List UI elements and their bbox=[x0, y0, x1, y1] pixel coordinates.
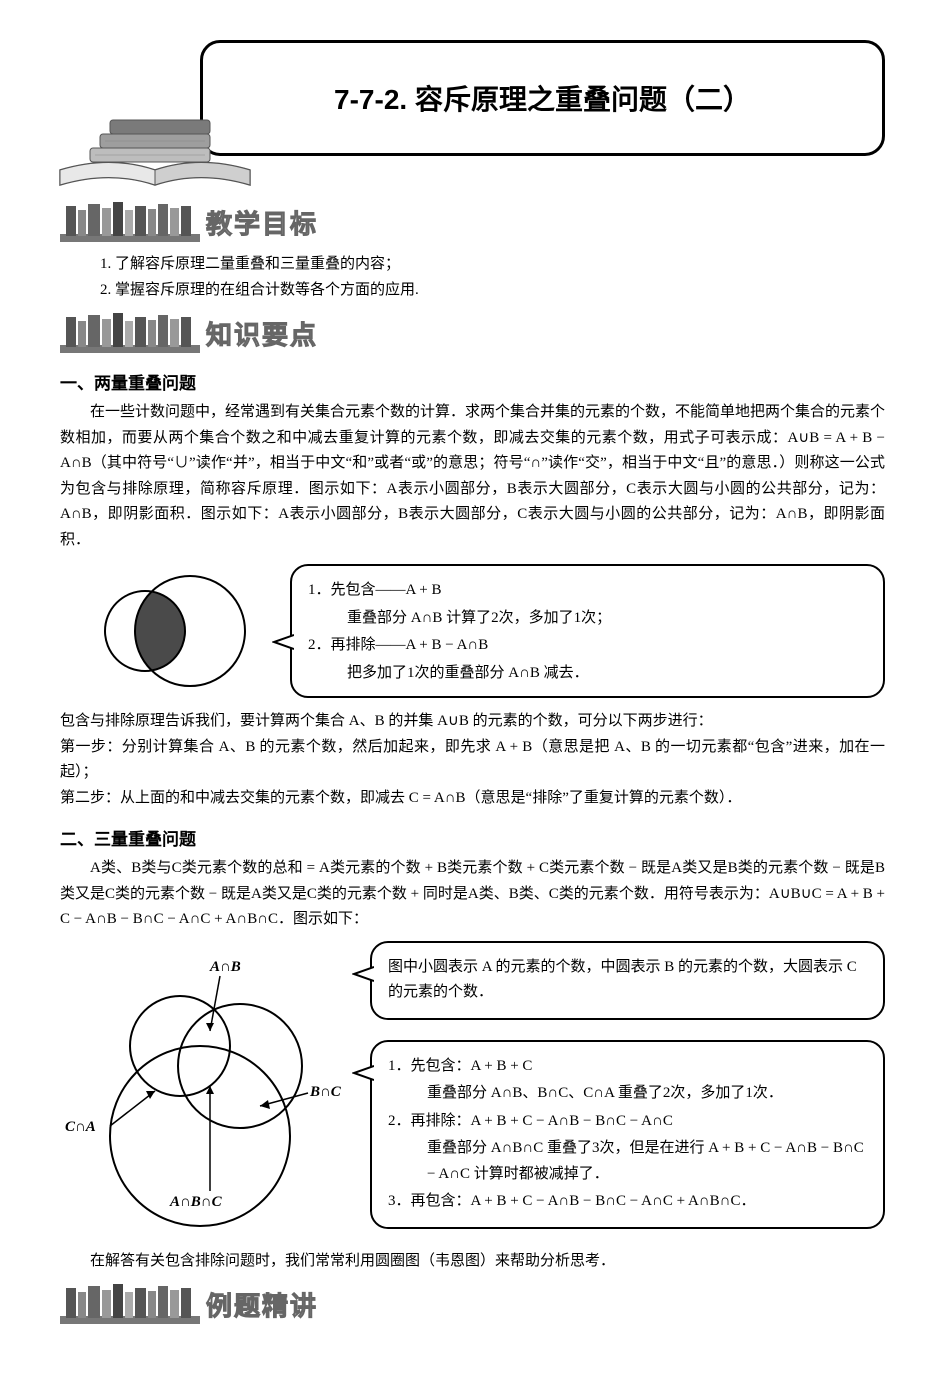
section-title-examples: 例题精讲 bbox=[206, 1286, 318, 1323]
three-set-after: 在解答有关包含排除问题时，我们常常利用圆圈图（韦恩图）来帮助分析思考． bbox=[60, 1249, 885, 1275]
book-spines-icon bbox=[60, 311, 200, 355]
label-ab: A∩B bbox=[209, 959, 241, 975]
goal-item-1: 1. 了解容斥原理二量重叠和三量重叠的内容； bbox=[100, 252, 885, 278]
bubble-top-text: 图中小圆表示 A 的元素的个数，中圆表示 B 的元素的个数，大圆表示 C 的元素… bbox=[388, 955, 867, 1006]
page-title: 7-7-2. 容斥原理之重叠问题（二） bbox=[334, 78, 751, 118]
two-set-after-intro: 包含与排除原理告诉我们，要计算两个集合 A、B 的并集 A∪B 的元素的个数，可… bbox=[60, 709, 885, 735]
bubble-tail-icon bbox=[352, 963, 374, 985]
section-header-knowledge: 知识要点 bbox=[60, 311, 885, 355]
section-header-examples: 例题精讲 bbox=[60, 1282, 885, 1326]
venn2-diagram bbox=[60, 561, 280, 701]
section-header-goals: 教学目标 bbox=[60, 200, 885, 244]
b3-l2s: 重叠部分 A∩B∩C 重叠了3次，但是在进行 A + B + C − A∩B −… bbox=[427, 1136, 867, 1187]
bubble-tail-icon bbox=[272, 631, 294, 653]
b3-l1s: 重叠部分 A∩B、B∩C、C∩A 重叠了2次，多加了1次． bbox=[427, 1081, 867, 1107]
books-icon bbox=[50, 90, 260, 200]
subheading-three-set: 二、三量重叠问题 bbox=[60, 825, 885, 850]
section-title-goals: 教学目标 bbox=[206, 204, 318, 241]
title-area: 7-7-2. 容斥原理之重叠问题（二） bbox=[60, 40, 885, 190]
section-title-knowledge: 知识要点 bbox=[206, 315, 318, 352]
venn3-diagram: A∩B B∩C C∩A A∩B∩C bbox=[60, 941, 360, 1241]
goal-item-2: 2. 掌握容斥原理的在组合计数等各个方面的应用. bbox=[100, 278, 885, 304]
goals-list: 1. 了解容斥原理二量重叠和三量重叠的内容； 2. 掌握容斥原理的在组合计数等各… bbox=[100, 252, 885, 303]
b3-l3: 3．再包含：A + B + C − A∩B − B∩C − A∩C + A∩B∩… bbox=[388, 1189, 867, 1215]
three-set-para: A类、B类与C类元素个数的总和 = A类元素的个数 + B类元素个数 + C类元… bbox=[60, 856, 885, 933]
label-ca: C∩A bbox=[65, 1119, 96, 1135]
three-set-bubble-top: 图中小圆表示 A 的元素的个数，中圆表示 B 的元素的个数，大圆表示 C 的元素… bbox=[370, 941, 885, 1020]
bubble-line-1: 1．先包含——A + B bbox=[308, 578, 867, 604]
two-set-step1: 第一步：分别计算集合 A、B 的元素个数，然后加起来，即先求 A + B（意思是… bbox=[60, 735, 885, 786]
book-spines-icon bbox=[60, 1282, 200, 1326]
two-set-step2: 第二步：从上面的和中减去交集的元素个数，即减去 C = A∩B（意思是“排除”了… bbox=[60, 786, 885, 812]
bubble-line-2-sub: 把多加了1次的重叠部分 A∩B 减去． bbox=[347, 661, 867, 687]
title-box: 7-7-2. 容斥原理之重叠问题（二） bbox=[200, 40, 885, 156]
subheading-two-set: 一、两量重叠问题 bbox=[60, 369, 885, 394]
label-abc: A∩B∩C bbox=[169, 1194, 223, 1210]
two-set-para: 在一些计数问题中，经常遇到有关集合元素个数的计算．求两个集合并集的元素的个数，不… bbox=[60, 400, 885, 553]
page: 7-7-2. 容斥原理之重叠问题（二） 教学目标 bbox=[0, 0, 945, 1374]
two-set-diagram-row: 1．先包含——A + B 重叠部分 A∩B 计算了2次，多加了1次； 2．再排除… bbox=[60, 561, 885, 701]
b3-l2: 2．再排除：A + B + C − A∩B − B∩C − A∩C bbox=[388, 1109, 867, 1135]
two-set-bubble: 1．先包含——A + B 重叠部分 A∩B 计算了2次，多加了1次； 2．再排除… bbox=[290, 564, 885, 698]
label-bc: B∩C bbox=[309, 1084, 342, 1100]
bubble-line-1-sub: 重叠部分 A∩B 计算了2次，多加了1次； bbox=[347, 606, 867, 632]
book-spines-icon bbox=[60, 200, 200, 244]
three-set-bubbles: 图中小圆表示 A 的元素的个数，中圆表示 B 的元素的个数，大圆表示 C 的元素… bbox=[370, 941, 885, 1229]
bubble-line-2: 2．再排除——A + B − A∩B bbox=[308, 633, 867, 659]
three-set-bubble-bottom: 1．先包含：A + B + C 重叠部分 A∩B、B∩C、C∩A 重叠了2次，多… bbox=[370, 1040, 885, 1229]
bubble-tail-icon bbox=[352, 1062, 374, 1084]
b3-l1: 1．先包含：A + B + C bbox=[388, 1054, 867, 1080]
three-set-diagram-row: A∩B B∩C C∩A A∩B∩C 图中小圆表示 A 的元素的个数，中圆表示 B… bbox=[60, 941, 885, 1241]
